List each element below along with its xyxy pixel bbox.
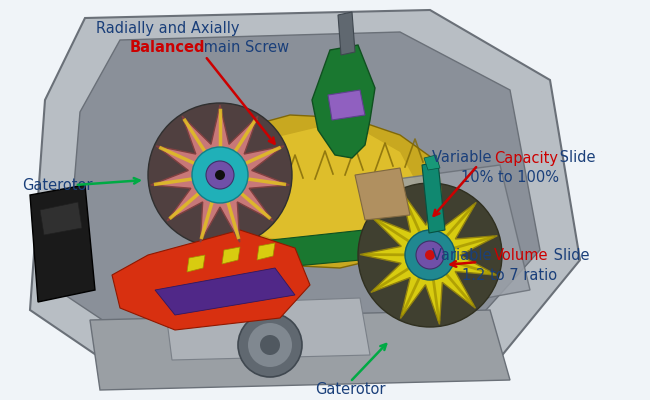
- Circle shape: [192, 147, 248, 203]
- Circle shape: [215, 170, 225, 180]
- Polygon shape: [422, 162, 445, 233]
- Polygon shape: [151, 105, 289, 242]
- Polygon shape: [360, 186, 497, 324]
- Polygon shape: [165, 298, 370, 360]
- Polygon shape: [30, 185, 95, 302]
- Polygon shape: [424, 155, 440, 170]
- Circle shape: [206, 161, 234, 189]
- Polygon shape: [175, 115, 445, 268]
- Circle shape: [425, 250, 435, 260]
- Text: 10% to 100%: 10% to 100%: [461, 170, 559, 186]
- Polygon shape: [355, 168, 410, 220]
- Polygon shape: [90, 310, 510, 390]
- Circle shape: [416, 241, 444, 269]
- Text: Balanced: Balanced: [130, 40, 205, 56]
- Polygon shape: [30, 10, 580, 378]
- Text: Slide: Slide: [555, 150, 595, 166]
- Polygon shape: [205, 128, 415, 242]
- Polygon shape: [375, 165, 530, 310]
- Polygon shape: [222, 247, 240, 264]
- Polygon shape: [65, 32, 540, 355]
- Text: Radially and Axially: Radially and Axially: [96, 20, 240, 36]
- Polygon shape: [338, 12, 355, 55]
- Polygon shape: [112, 230, 310, 330]
- Polygon shape: [155, 268, 295, 315]
- Text: Variable: Variable: [432, 248, 496, 262]
- Circle shape: [358, 183, 502, 327]
- Text: Slide: Slide: [549, 248, 590, 262]
- Text: Gaterotor: Gaterotor: [22, 178, 92, 192]
- Circle shape: [238, 313, 302, 377]
- Circle shape: [405, 230, 455, 280]
- Circle shape: [248, 323, 292, 367]
- Text: main Screw: main Screw: [199, 40, 289, 56]
- Polygon shape: [328, 90, 365, 120]
- Text: Gaterotor: Gaterotor: [315, 382, 385, 398]
- Text: 1.2 to 7 ratio: 1.2 to 7 ratio: [462, 268, 558, 282]
- Text: Volume: Volume: [494, 248, 549, 262]
- Polygon shape: [312, 45, 375, 158]
- Circle shape: [260, 335, 280, 355]
- Polygon shape: [225, 225, 415, 272]
- Polygon shape: [40, 202, 82, 235]
- Circle shape: [148, 103, 292, 247]
- Text: Capacity: Capacity: [494, 150, 558, 166]
- Polygon shape: [187, 255, 205, 272]
- Text: Variable: Variable: [432, 150, 496, 166]
- Polygon shape: [257, 243, 275, 260]
